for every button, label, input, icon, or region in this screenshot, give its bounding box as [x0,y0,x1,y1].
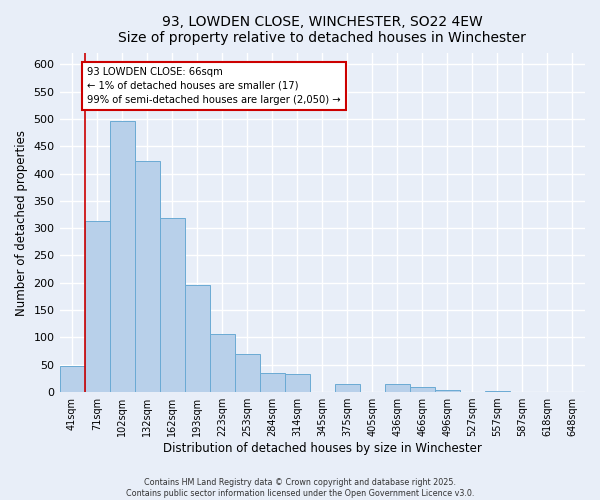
Text: Contains HM Land Registry data © Crown copyright and database right 2025.
Contai: Contains HM Land Registry data © Crown c… [126,478,474,498]
Bar [134,161,160,392]
Bar [435,390,460,392]
Bar [410,387,435,392]
Bar [285,374,310,392]
Bar [485,391,510,392]
Bar [85,220,110,392]
Bar [209,334,235,392]
X-axis label: Distribution of detached houses by size in Winchester: Distribution of detached houses by size … [163,442,482,455]
Y-axis label: Number of detached properties: Number of detached properties [15,130,28,316]
Title: 93, LOWDEN CLOSE, WINCHESTER, SO22 4EW
Size of property relative to detached hou: 93, LOWDEN CLOSE, WINCHESTER, SO22 4EW S… [118,15,526,45]
Bar [235,354,260,392]
Bar [59,366,85,392]
Bar [335,384,360,392]
Text: 93 LOWDEN CLOSE: 66sqm
← 1% of detached houses are smaller (17)
99% of semi-deta: 93 LOWDEN CLOSE: 66sqm ← 1% of detached … [87,67,341,105]
Bar [160,218,185,392]
Bar [260,373,285,392]
Bar [185,285,209,392]
Bar [385,384,410,392]
Bar [110,120,134,392]
